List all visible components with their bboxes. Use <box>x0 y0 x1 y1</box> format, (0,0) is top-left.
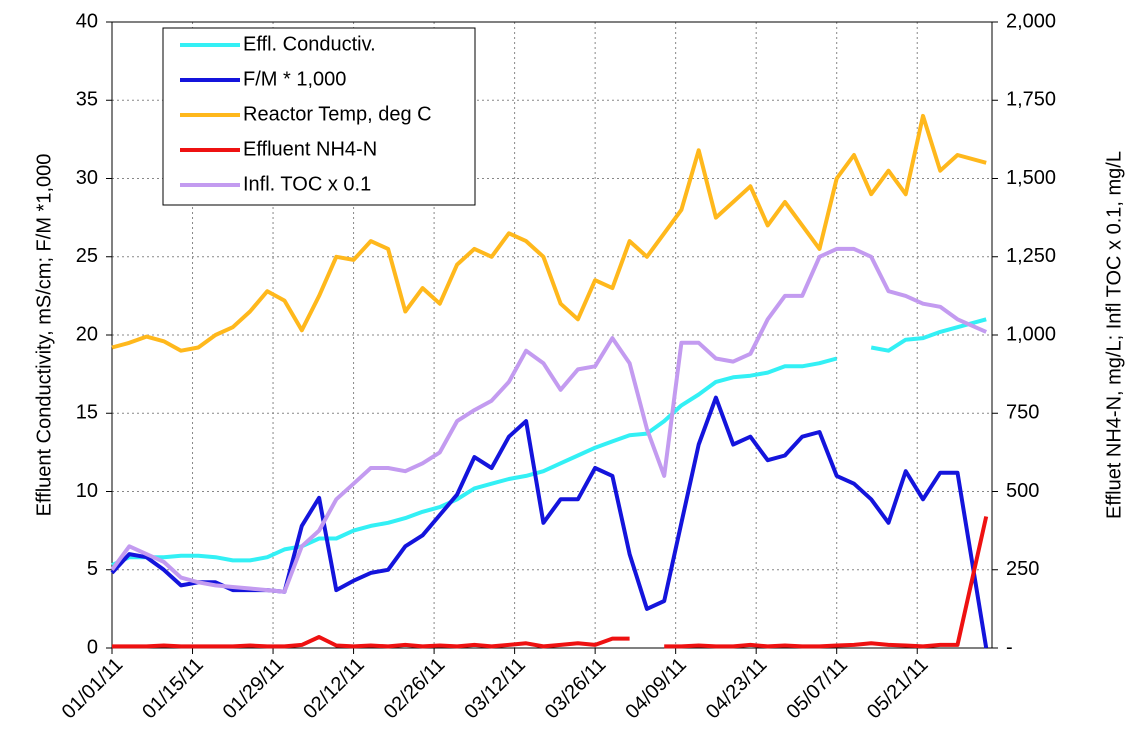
y2-tick-label: 2,000 <box>1006 10 1056 32</box>
y2-tick-label: 1,750 <box>1006 89 1056 111</box>
y-tick-label: 35 <box>76 89 98 111</box>
y2-tick-label: 1,250 <box>1006 245 1056 267</box>
x-tick-label: 01/29/11 <box>219 654 289 724</box>
legend-label: Effluent NH4-N <box>243 138 377 160</box>
x-tick-label: 02/12/11 <box>299 654 369 724</box>
legend: Effl. Conductiv. F/M * 1,000 Reactor Temp,… <box>162 27 476 206</box>
series-line <box>111 113 987 353</box>
y2-tick-label: 1,500 <box>1006 167 1056 189</box>
y2-tick-label: - <box>1006 636 1013 658</box>
series-line <box>112 516 989 649</box>
series-line <box>110 246 988 594</box>
y-tick-label: 20 <box>76 323 98 345</box>
y-tick-label: 25 <box>76 245 98 267</box>
y-tick-label: 15 <box>76 402 98 424</box>
x-tick-label: 03/26/11 <box>541 654 611 724</box>
y-axis-label: Effluent Conductivity, mS/cm; F/M *1,000 <box>33 154 55 517</box>
y2-tick-label: 1,000 <box>1006 323 1056 345</box>
y2-tick-label: 250 <box>1006 558 1039 580</box>
legend-label: Infl. TOC x 0.1 <box>243 173 371 195</box>
x-tick-label: 02/26/11 <box>380 654 450 724</box>
x-tick-label: 03/12/11 <box>460 654 530 724</box>
y-tick-label: 10 <box>76 480 98 502</box>
x-tick-label: 04/09/11 <box>621 654 691 724</box>
x-tick-label: 01/01/11 <box>58 654 128 724</box>
y2-tick-label: 500 <box>1006 480 1039 502</box>
x-tick-label: 01/15/11 <box>138 654 208 724</box>
legend-label: F/M * 1,000 <box>243 68 346 90</box>
y2-axis-label: Effluet NH4-N, mg/L; Infl TOC x 0.1, mg/… <box>1103 151 1125 519</box>
x-tick-label: 05/07/11 <box>782 654 852 724</box>
y-tick-label: 30 <box>76 167 98 189</box>
y-tick-label: 5 <box>87 558 98 580</box>
series-line <box>110 395 989 649</box>
x-tick-label: 05/21/11 <box>863 654 933 724</box>
legend-label: Reactor Temp, deg C <box>243 103 432 125</box>
x-tick-label: 04/23/11 <box>702 654 772 724</box>
plot-frame <box>111 21 993 649</box>
y2-tick-label: 750 <box>1006 402 1039 424</box>
legend-box <box>162 27 476 206</box>
series-line <box>111 317 987 567</box>
legend-label: Effl. Conductiv. <box>243 33 376 55</box>
y-tick-label: 0 <box>87 636 98 658</box>
y-tick-label: 40 <box>76 10 98 32</box>
